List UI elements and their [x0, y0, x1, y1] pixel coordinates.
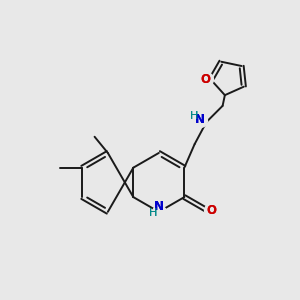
Text: H: H	[190, 110, 198, 121]
Text: N: N	[195, 113, 205, 126]
Text: H: H	[149, 208, 158, 218]
Text: O: O	[206, 204, 216, 217]
Text: O: O	[201, 73, 211, 86]
Text: H: H	[190, 110, 198, 121]
Text: O: O	[201, 73, 211, 86]
Text: N: N	[195, 113, 205, 126]
Text: N: N	[154, 200, 164, 213]
Text: N: N	[154, 200, 164, 213]
Text: H: H	[149, 208, 158, 218]
Text: O: O	[206, 204, 216, 217]
